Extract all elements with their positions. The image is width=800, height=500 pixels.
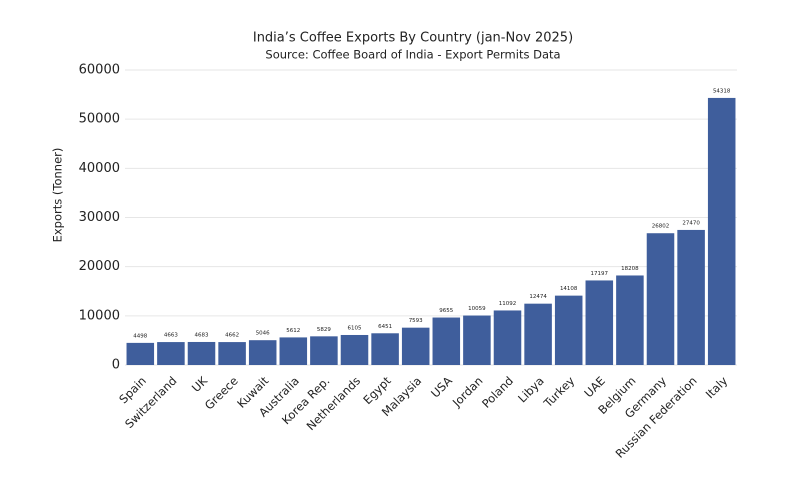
data-label: 27470 — [682, 220, 700, 226]
bar — [677, 229, 705, 365]
data-label: 12474 — [529, 294, 547, 300]
bar — [248, 340, 277, 365]
bar — [187, 341, 216, 365]
chart-subtitle: Source: Coffee Board of India - Export P… — [265, 48, 560, 62]
data-label: 10059 — [468, 306, 486, 312]
y-tick-label: 10000 — [79, 308, 120, 323]
bar — [493, 310, 522, 365]
data-label: 26802 — [652, 224, 670, 230]
data-label: 6105 — [348, 325, 362, 331]
y-tick-label: 20000 — [79, 259, 120, 274]
bar — [310, 336, 338, 365]
data-label: 9655 — [439, 308, 453, 314]
bar — [401, 327, 430, 365]
bar — [126, 342, 155, 365]
bar — [646, 233, 675, 365]
data-label: 5046 — [256, 331, 270, 337]
data-label: 54318 — [713, 88, 731, 94]
data-label: 18208 — [621, 266, 639, 272]
x-tick-label: UAE — [581, 374, 608, 401]
bar — [616, 275, 644, 365]
y-tick-label: 50000 — [79, 112, 120, 127]
bar — [524, 303, 552, 365]
bar — [432, 317, 461, 365]
y-tick-label: 40000 — [79, 161, 120, 176]
y-axis-label: Exports (Tonner) — [51, 148, 65, 243]
bar — [279, 337, 308, 365]
x-tick-label: Turkey — [540, 374, 577, 411]
data-label: 14108 — [560, 286, 578, 292]
data-label: 17197 — [591, 271, 609, 277]
x-tick-label: UK — [189, 373, 211, 395]
data-label: 4498 — [133, 333, 147, 339]
bar — [707, 97, 736, 366]
y-tick-label: 0 — [112, 358, 120, 373]
y-tick-label: 60000 — [79, 63, 120, 78]
bar — [218, 342, 246, 365]
data-label: 5829 — [317, 327, 331, 333]
chart-title: India’s Coffee Exports By Country (jan-N… — [253, 31, 573, 46]
data-label: 11092 — [499, 301, 517, 307]
y-tick-label: 30000 — [79, 210, 120, 225]
bar — [340, 334, 369, 365]
bar — [157, 342, 185, 365]
data-label: 4662 — [225, 333, 239, 339]
bar — [371, 333, 399, 365]
x-tick-label: Poland — [479, 374, 516, 411]
data-label: 6451 — [378, 324, 392, 330]
data-label: 7593 — [409, 318, 423, 324]
x-tick-label: Greece — [202, 374, 241, 413]
x-tick-label: Italy — [703, 374, 731, 402]
bar — [554, 295, 583, 365]
data-label: 4683 — [195, 332, 209, 338]
bar — [463, 315, 491, 365]
data-label: 5612 — [286, 328, 300, 334]
bar — [585, 280, 614, 365]
data-label: 4663 — [164, 333, 178, 339]
x-tick-label: Jordan — [449, 374, 485, 410]
x-tick-label: USA — [428, 374, 455, 401]
